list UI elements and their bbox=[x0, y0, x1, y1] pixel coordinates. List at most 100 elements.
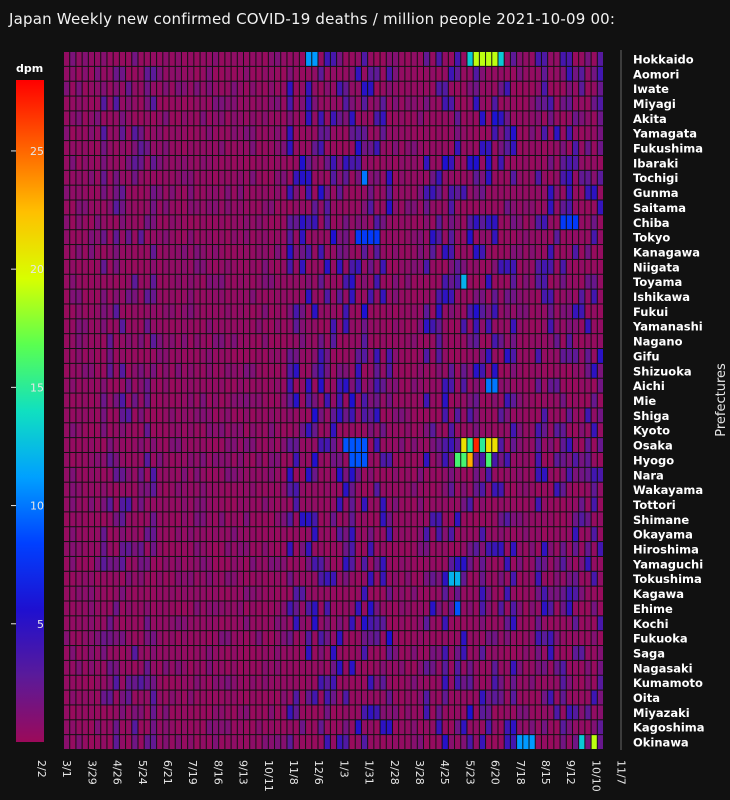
heatmap-cell bbox=[597, 230, 603, 245]
heatmap-cell bbox=[510, 631, 517, 646]
heatmap-cell bbox=[554, 66, 560, 81]
heatmap-cell bbox=[560, 245, 566, 259]
heatmap-cell bbox=[312, 660, 318, 675]
heatmap-cell bbox=[461, 52, 467, 66]
y-tick-label: Gifu bbox=[633, 349, 660, 363]
heatmap-cell bbox=[188, 690, 194, 705]
heatmap-cell bbox=[324, 423, 330, 438]
heatmap-cell bbox=[312, 185, 318, 200]
heatmap-cell bbox=[566, 705, 572, 720]
heatmap-cell bbox=[318, 81, 324, 96]
heatmap-cell bbox=[126, 660, 132, 675]
heatmap-cell bbox=[436, 735, 442, 749]
heatmap-cell bbox=[299, 452, 306, 467]
heatmap-cell bbox=[430, 690, 436, 705]
heatmap-cell bbox=[473, 452, 479, 467]
heatmap-cell bbox=[194, 274, 200, 289]
heatmap-cell bbox=[119, 631, 126, 646]
heatmap-cell bbox=[374, 408, 380, 423]
heatmap-cell bbox=[206, 616, 212, 631]
heatmap-cell bbox=[256, 527, 262, 542]
heatmap-cell bbox=[324, 616, 330, 631]
heatmap-cell bbox=[417, 289, 423, 304]
heatmap-cell bbox=[144, 141, 150, 155]
heatmap-cell bbox=[554, 245, 560, 259]
heatmap-cell bbox=[585, 111, 591, 126]
heatmap-cell bbox=[212, 289, 219, 304]
heatmap-cell bbox=[237, 319, 243, 334]
heatmap-cell bbox=[504, 690, 510, 705]
heatmap-cell bbox=[424, 690, 430, 705]
heatmap-cell bbox=[275, 141, 281, 155]
heatmap-cell bbox=[188, 155, 194, 170]
y-tick-label: Tottori bbox=[633, 498, 676, 512]
heatmap-cell bbox=[64, 363, 70, 378]
heatmap-cell bbox=[368, 349, 374, 363]
heatmap-cell bbox=[504, 274, 510, 289]
heatmap-cell bbox=[467, 438, 473, 452]
heatmap-cell bbox=[138, 542, 144, 556]
heatmap-cell bbox=[126, 155, 132, 170]
heatmap-cell bbox=[473, 215, 479, 230]
heatmap-cell bbox=[392, 467, 399, 482]
heatmap-cell bbox=[200, 304, 206, 319]
heatmap-cell bbox=[461, 571, 467, 586]
heatmap-cell bbox=[386, 81, 392, 96]
heatmap-cell bbox=[132, 408, 138, 423]
heatmap-cell bbox=[163, 141, 169, 155]
heatmap-cell bbox=[101, 735, 107, 749]
heatmap-cell bbox=[436, 155, 442, 170]
heatmap-cell bbox=[126, 334, 132, 349]
heatmap-cell bbox=[405, 542, 411, 556]
heatmap-cell bbox=[287, 126, 293, 141]
heatmap-cell bbox=[101, 452, 107, 467]
heatmap-cell bbox=[504, 660, 510, 675]
heatmap-cell bbox=[442, 215, 448, 230]
heatmap-cell bbox=[88, 349, 95, 363]
heatmap-cell bbox=[467, 660, 473, 675]
heatmap-cell bbox=[473, 556, 479, 571]
heatmap-cell bbox=[424, 245, 430, 259]
heatmap-cell bbox=[548, 542, 554, 556]
heatmap-cell bbox=[436, 601, 442, 616]
heatmap-cell bbox=[157, 586, 163, 601]
heatmap-cell bbox=[424, 646, 430, 660]
heatmap-cell bbox=[219, 170, 225, 185]
heatmap-cell bbox=[101, 52, 107, 66]
heatmap-cell bbox=[473, 482, 479, 497]
heatmap-cell bbox=[380, 96, 386, 111]
heatmap-cell bbox=[194, 200, 200, 215]
heatmap-cell bbox=[411, 423, 417, 438]
heatmap-cell bbox=[287, 363, 293, 378]
heatmap-cell bbox=[157, 141, 163, 155]
heatmap-cell bbox=[424, 438, 430, 452]
heatmap-cell bbox=[88, 170, 95, 185]
heatmap-cell bbox=[293, 467, 299, 482]
heatmap-cell bbox=[523, 259, 529, 274]
heatmap-cell bbox=[392, 452, 399, 467]
heatmap-cell bbox=[188, 467, 194, 482]
heatmap-cell bbox=[200, 349, 206, 363]
heatmap-cell bbox=[411, 96, 417, 111]
heatmap-cell bbox=[225, 141, 231, 155]
heatmap-cell bbox=[368, 675, 374, 690]
heatmap-cell bbox=[70, 735, 76, 749]
heatmap-cell bbox=[572, 571, 579, 586]
heatmap-cell bbox=[448, 126, 455, 141]
heatmap-cell bbox=[523, 512, 529, 527]
heatmap-cell bbox=[380, 126, 386, 141]
heatmap-cell bbox=[411, 274, 417, 289]
heatmap-cell bbox=[212, 274, 219, 289]
heatmap-cell bbox=[256, 349, 262, 363]
heatmap-cell bbox=[76, 245, 82, 259]
heatmap-cell bbox=[231, 452, 237, 467]
heatmap-cell bbox=[70, 319, 76, 334]
heatmap-cell bbox=[368, 393, 374, 408]
heatmap-cell bbox=[231, 185, 237, 200]
heatmap-cell bbox=[318, 690, 324, 705]
heatmap-cell bbox=[126, 438, 132, 452]
heatmap-cell bbox=[498, 438, 504, 452]
heatmap-cell bbox=[169, 200, 175, 215]
heatmap-cell bbox=[299, 334, 306, 349]
